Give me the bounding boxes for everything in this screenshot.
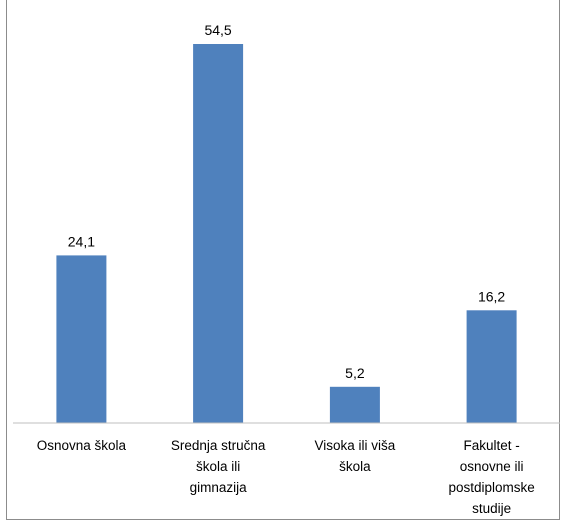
data-label-1: 24,1 xyxy=(68,233,95,249)
bars-layer xyxy=(56,44,517,423)
category-label-line: postdiplomske xyxy=(448,480,534,495)
category-label-2: Srednja stručna škola ili gimnazija xyxy=(171,438,266,495)
category-label-line: gimnazija xyxy=(190,480,248,495)
category-label-1: Osnovna škola xyxy=(37,438,127,453)
value-labels-layer: 24,1 54,5 5,2 16,2 xyxy=(68,22,506,381)
bar-3 xyxy=(329,386,380,423)
category-label-line: škola ili xyxy=(196,459,240,474)
category-label-line: Visoka ili viša xyxy=(315,438,396,453)
category-label-4: Fakultet - osnovne ili postdiplomske studij… xyxy=(448,438,534,516)
category-label-line: Osnovna škola xyxy=(37,438,127,453)
bar-4 xyxy=(466,310,517,423)
bar-2 xyxy=(193,44,244,423)
data-label-2: 54,5 xyxy=(204,22,231,38)
category-label-line: Srednja stručna xyxy=(171,438,266,453)
category-label-3: Visoka ili viša škola xyxy=(315,438,396,474)
bar-1 xyxy=(56,255,107,423)
category-label-line: osnovne ili xyxy=(460,459,524,474)
category-labels-layer: Osnovna škola Srednja stručna škola ili gim… xyxy=(37,438,535,516)
category-label-line: studije xyxy=(472,501,511,516)
data-label-3: 5,2 xyxy=(345,365,365,381)
category-label-line: Fakultet - xyxy=(463,438,519,453)
category-label-line: škola xyxy=(339,459,371,474)
data-label-4: 16,2 xyxy=(478,288,505,304)
